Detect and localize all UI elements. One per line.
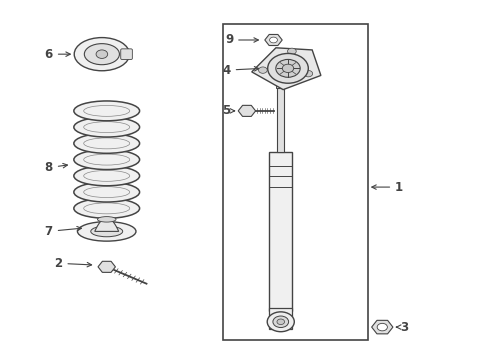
Circle shape	[282, 64, 293, 72]
Ellipse shape	[77, 222, 136, 241]
Circle shape	[258, 67, 266, 73]
Text: 4: 4	[222, 64, 258, 77]
Ellipse shape	[97, 217, 116, 222]
FancyBboxPatch shape	[121, 49, 132, 59]
Circle shape	[269, 37, 277, 43]
Circle shape	[275, 59, 300, 77]
Ellipse shape	[74, 101, 139, 121]
Ellipse shape	[74, 166, 139, 186]
Ellipse shape	[74, 117, 139, 137]
Ellipse shape	[74, 150, 139, 170]
Ellipse shape	[74, 182, 139, 202]
Circle shape	[96, 50, 107, 58]
Bar	[268, 307, 292, 329]
Text: 2: 2	[54, 257, 91, 270]
Bar	[223, 24, 367, 339]
Circle shape	[266, 312, 294, 332]
Polygon shape	[251, 48, 320, 90]
Circle shape	[287, 48, 296, 54]
Ellipse shape	[74, 37, 129, 71]
Text: 9: 9	[224, 33, 258, 46]
Circle shape	[376, 323, 386, 331]
Text: 6: 6	[44, 48, 70, 61]
Text: 8: 8	[44, 161, 67, 174]
Ellipse shape	[74, 198, 139, 218]
Bar	[275, 79, 285, 88]
Text: 3: 3	[396, 321, 407, 334]
Text: 1: 1	[371, 181, 403, 194]
Text: 5: 5	[222, 104, 234, 117]
Polygon shape	[95, 218, 119, 231]
Text: 7: 7	[44, 225, 81, 238]
Circle shape	[267, 54, 308, 83]
Ellipse shape	[74, 134, 139, 153]
Bar	[268, 152, 292, 311]
Bar	[277, 88, 284, 152]
Circle shape	[276, 319, 284, 325]
Ellipse shape	[91, 226, 122, 237]
Circle shape	[272, 316, 288, 328]
Circle shape	[304, 71, 312, 77]
Ellipse shape	[84, 44, 119, 65]
